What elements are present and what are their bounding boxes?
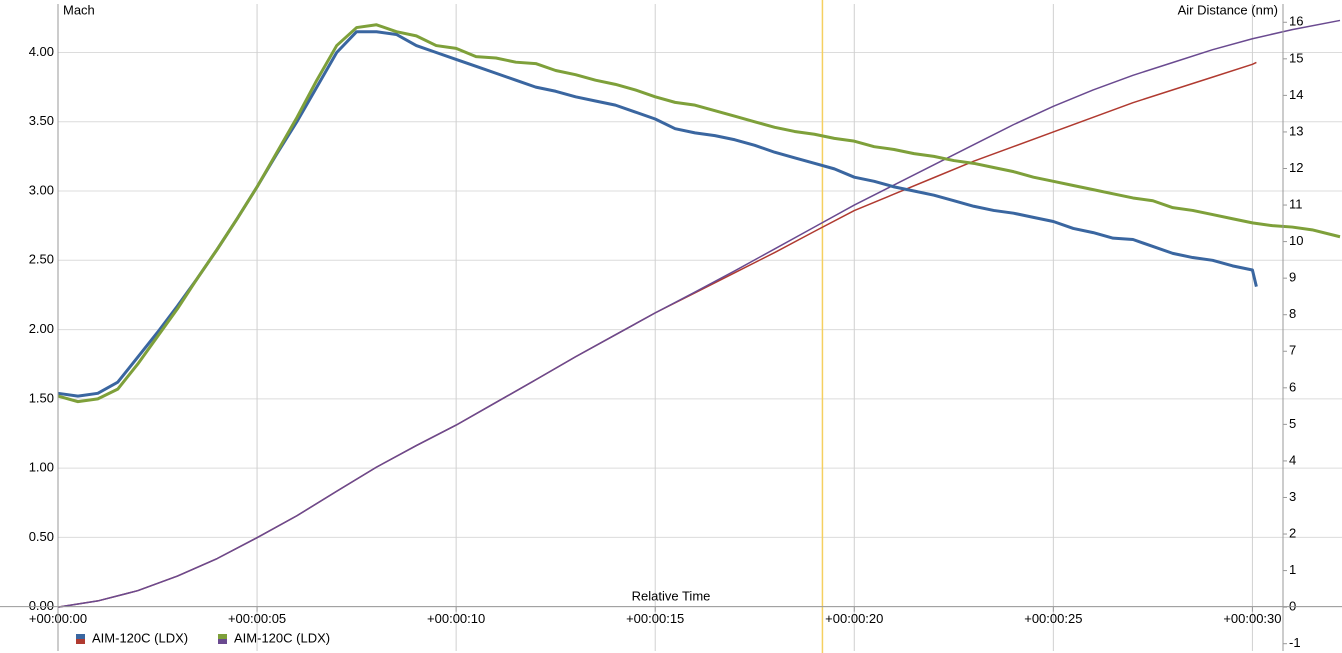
legend-swatch [218, 639, 227, 644]
y2-tick-label: 0 [1289, 599, 1296, 614]
legend-swatch [76, 639, 85, 644]
y2-tick-label: 9 [1289, 270, 1296, 285]
y2-tick-label: 5 [1289, 416, 1296, 431]
x-tick-label: +00:00:15 [626, 611, 684, 626]
y2-tick-label: 2 [1289, 525, 1296, 540]
y2-tick-label: -1 [1289, 635, 1301, 650]
y2-tick-label: 1 [1289, 562, 1296, 577]
plot-area [57, 0, 1341, 653]
legend-label: AIM-120C (LDX) [92, 630, 188, 645]
y2-tick-label: 4 [1289, 452, 1296, 467]
y2-tick-label: 12 [1289, 160, 1303, 175]
x-axis-label: Relative Time [632, 588, 711, 603]
y-axis-label: Mach [63, 2, 95, 17]
y-tick-label: 1.50 [29, 390, 54, 405]
y-tick-label: 3.00 [29, 182, 54, 197]
y-tick-label: 0.00 [29, 598, 54, 613]
legend-swatch [218, 634, 227, 639]
x-tick-label: +00:00:25 [1024, 611, 1082, 626]
series-line [57, 19, 1341, 608]
y2-tick-label: 3 [1289, 489, 1296, 504]
y2-tick-label: 13 [1289, 123, 1303, 138]
grid [57, 4, 1342, 651]
y-tick-label: 3.50 [29, 113, 54, 128]
y2-tick-label: 16 [1289, 14, 1303, 29]
y2-tick-label: 14 [1289, 87, 1303, 102]
series-line [57, 23, 1341, 404]
y2-tick-label: 7 [1289, 343, 1296, 358]
y2-tick-label: 10 [1289, 233, 1303, 248]
y2-tick-label: 15 [1289, 50, 1303, 65]
y-tick-label: 0.50 [29, 529, 54, 544]
x-tick-label: +00:00:30 [1223, 611, 1281, 626]
axes: 0.00 0.50 1.00 1.50 2.00 2.50 3.00 3.50 4.00 -1 0 1… [0, 4, 1342, 651]
y2-tick-label: 8 [1289, 306, 1296, 321]
y-tick-label: 2.50 [29, 252, 54, 267]
y2-tick-label: 11 [1289, 196, 1303, 211]
legend-swatch [76, 634, 85, 639]
legend: AIM-120C (LDX) AIM-120C (LDX) [76, 630, 330, 645]
x-tick-label: +00:00:20 [825, 611, 883, 626]
y-tick-label: 2.00 [29, 321, 54, 336]
x-tick-label: +00:00:05 [228, 611, 286, 626]
y2-axis-label: Air Distance (nm) [1178, 2, 1278, 17]
x-tick-label: +00:00:10 [427, 611, 485, 626]
y2-tick-label: 6 [1289, 379, 1296, 394]
legend-label: AIM-120C (LDX) [234, 630, 330, 645]
y-tick-label: 1.00 [29, 460, 54, 475]
y-tick-label: 4.00 [29, 44, 54, 59]
